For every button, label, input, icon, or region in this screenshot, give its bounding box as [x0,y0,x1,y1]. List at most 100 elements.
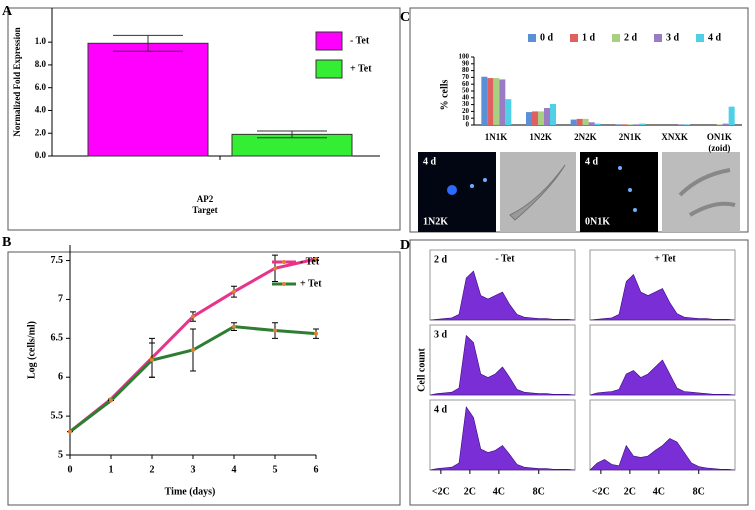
panel-letter: A [2,4,13,19]
y-axis-label: Cell count [416,348,427,392]
y-tick-label: 6.5 [51,333,64,344]
histogram-area [589,359,736,396]
legend-label: 3 d [666,32,680,43]
x-axis-label: Time (days) [165,486,216,497]
bar [538,111,544,125]
point [191,314,195,319]
x-tick-label: 1 [109,464,114,475]
legend-swatch [315,31,343,51]
bar [544,108,550,125]
y-tick-label: 10 [462,114,470,122]
x-tick-label: 0 [68,464,73,475]
x-tick-label: 2C [464,486,476,497]
x-tick-label: 8C [533,486,545,497]
bar [532,111,538,125]
x-axis-label: Target [192,205,217,215]
point [314,331,318,336]
bar [615,124,622,125]
x-tick-label: 1N1K [484,132,508,142]
legend-label: + Tet [350,63,372,74]
y-axis-label: Log (cells/ml) [26,321,37,379]
row-label: 4 d [434,404,448,415]
legend-marker [282,260,286,264]
bar [481,76,488,125]
error-bar [113,34,183,52]
y-tick-label: 90 [462,59,470,67]
panel-frame [7,251,401,506]
micrograph-label: 0N1K [585,216,610,227]
panel-frame [409,239,749,506]
point [109,398,113,403]
x-tick-label: 2C [624,486,636,497]
legend-swatch [315,59,343,79]
bar [493,78,500,125]
point [191,348,195,352]
micrograph [500,152,576,232]
legend-swatch [654,34,662,42]
x-tick-label: 4 [232,464,237,475]
bar [621,124,628,125]
kinetoplast [633,208,637,212]
micrograph-label: 1N2K [423,216,448,227]
y-tick-label: 8.0 [35,59,47,69]
y-tick-label: 80 [462,66,470,74]
kinetoplast [618,166,622,170]
y-tick-label: 5 [58,449,63,460]
x-tick-label: 2N2K [574,132,597,142]
y-tick-label: 50 [462,87,470,95]
row-label: 3 d [434,329,448,340]
point [273,266,277,271]
y-tick-label: 6 [58,372,63,383]
y-axis-label: % cells [439,79,450,110]
kinetoplast [470,184,474,188]
y-tick-label: 20 [462,107,470,115]
histogram-area [589,273,736,321]
column-label: - Tet [495,253,515,264]
column-label: + Tet [654,253,676,264]
y-tick-label: 6.0 [35,82,47,92]
legend-label: - Tet [300,256,320,267]
y-tick-label: 5.5 [51,410,64,421]
bar [594,123,601,125]
kinetoplast [628,188,632,192]
histogram-area [589,438,736,471]
y-tick-label: 100 [459,53,470,61]
y-tick-label: 30 [462,100,470,108]
cell-outline [678,168,736,217]
legend-label: 2 d [624,32,638,43]
y-tick-label: 40 [462,93,470,101]
micrograph-day: 4 d [423,156,437,167]
legend-label: 1 d [582,32,596,43]
legend-swatch [570,34,578,42]
x-tick-label: 4C [653,486,665,497]
x-tick-label: 5 [273,464,278,475]
legend-label: + Tet [300,278,322,289]
point [150,358,154,363]
micrograph [662,152,740,232]
bar [526,112,532,125]
legend-swatch [528,34,536,42]
y-tick-label: 70 [462,73,470,81]
point [232,324,236,329]
x-tick-label: <2C [592,486,610,497]
y-tick-label: 2.0 [35,127,47,137]
point [232,289,236,294]
panel-letter: C [400,10,410,25]
micrograph [418,152,496,232]
x-tick-label: <2C [432,486,450,497]
x-tick-label: 2N1K [618,132,642,142]
kinetoplast [483,178,487,182]
y-tick-label: 0.0 [35,150,47,160]
x-tick-label: ON1K (zoid) [706,132,732,153]
x-tick-label: 8C [693,486,705,497]
y-tick-label: 0 [466,121,470,129]
histogram-area [429,406,576,471]
bar [487,78,494,125]
row-label: 2 d [434,254,448,265]
bar [87,42,209,157]
histogram-area [429,334,576,396]
panel-letter: D [400,238,410,253]
x-tick-label: 6 [314,464,319,475]
